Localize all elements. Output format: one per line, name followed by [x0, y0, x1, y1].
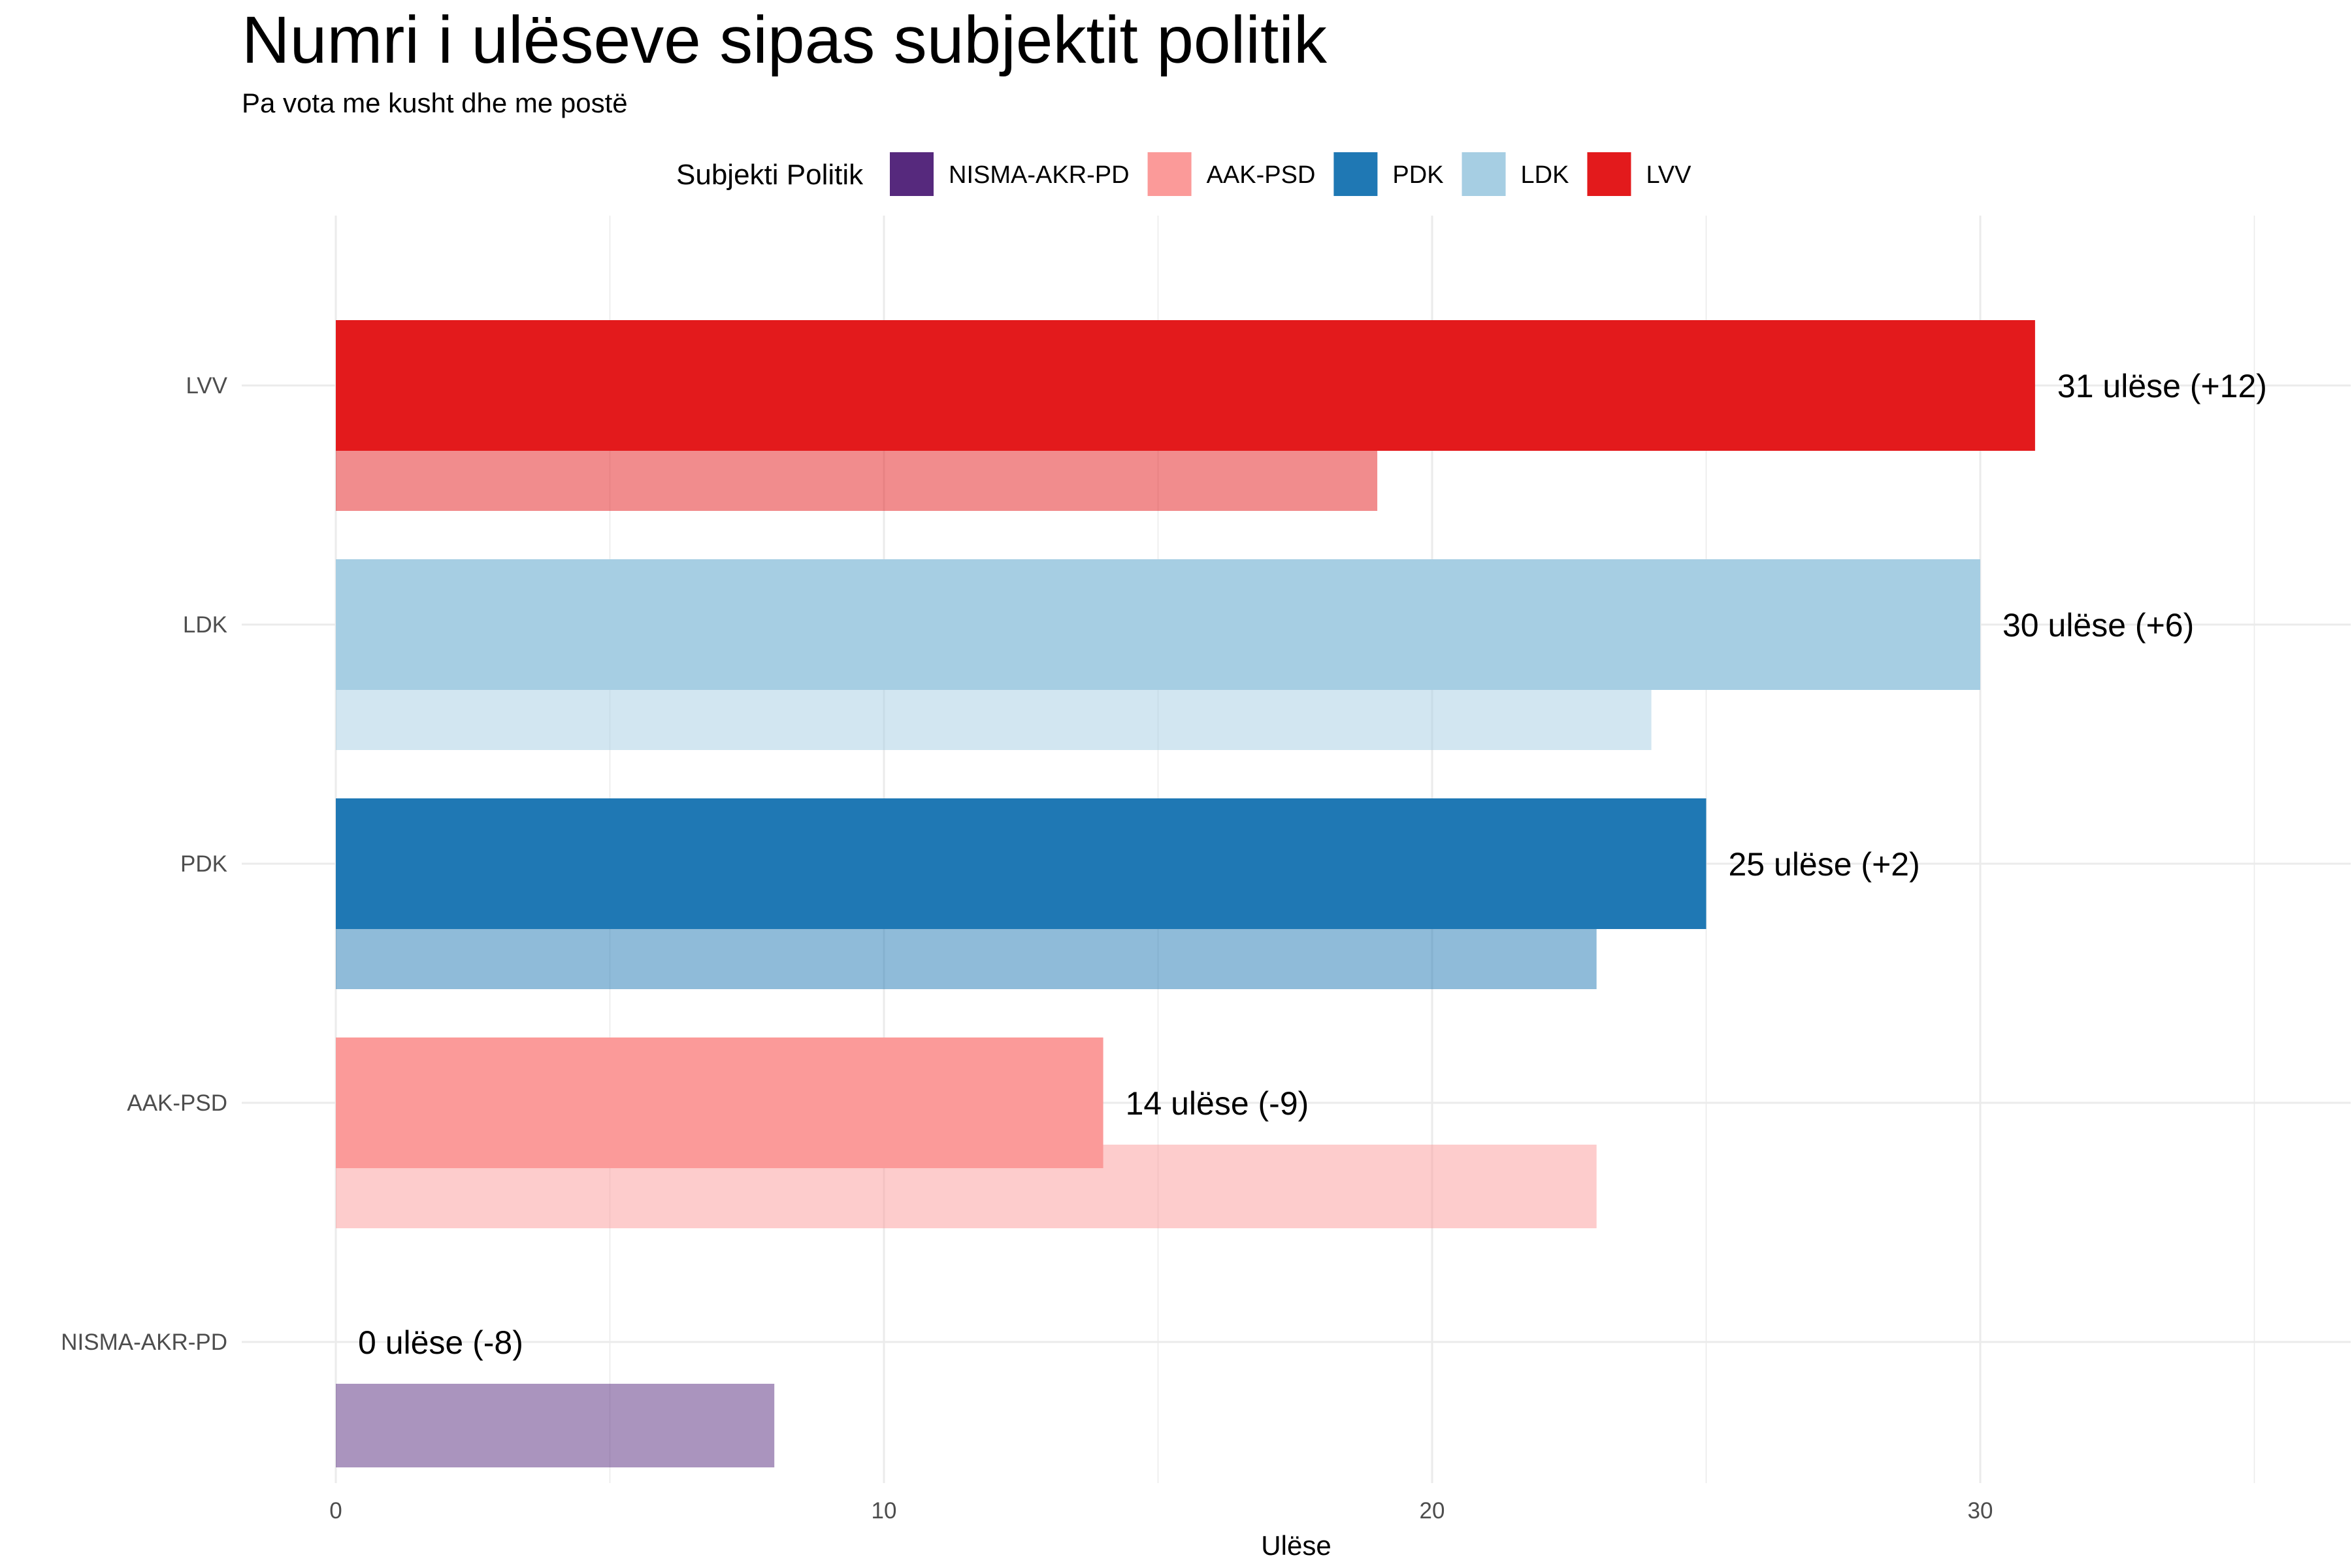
x-tick-label: 10	[872, 1498, 897, 1524]
y-tick-label: NISMA-AKR-PD	[61, 1330, 227, 1355]
y-tick-label: AAK-PSD	[127, 1090, 227, 1116]
chart-subtitle: Pa vota me kusht dhe me postë	[242, 88, 628, 118]
legend-label: PDK	[1392, 161, 1443, 189]
bar-previous	[336, 690, 1652, 750]
legend-label: LVV	[1646, 161, 1691, 189]
bar-current	[336, 320, 2035, 451]
bar-value-label: 14 ulëse (-9)	[1126, 1085, 1309, 1122]
bar-previous	[336, 451, 1378, 511]
bar-value-label: 0 ulëse (-8)	[358, 1324, 523, 1361]
legend-swatch	[1462, 152, 1506, 196]
y-tick-label: LVV	[186, 373, 227, 399]
bar-previous	[336, 1145, 1597, 1228]
x-tick-label: 20	[1420, 1498, 1445, 1524]
y-axis: LVV LDK PDK AAK-PSD NISMA-AKR-PD	[61, 373, 227, 1355]
legend-label: AAK-PSD	[1207, 161, 1316, 189]
legend-label: LDK	[1521, 161, 1569, 189]
legend-swatch	[1587, 152, 1631, 196]
legend-label: NISMA-AKR-PD	[949, 161, 1130, 189]
bar-value-label: 30 ulëse (+6)	[2002, 607, 2194, 644]
x-tick-label: 30	[1968, 1498, 1993, 1524]
bar-current	[336, 798, 1707, 929]
bar-previous	[336, 929, 1597, 989]
legend-title: Subjekti Politik	[676, 159, 864, 191]
bar-value-label: 31 ulëse (+12)	[2057, 368, 2267, 404]
bar-current	[336, 559, 1980, 690]
x-axis: 0 10 20 30	[329, 1498, 1993, 1524]
bar-previous	[336, 1384, 775, 1467]
bar-value-label: 25 ulëse (+2)	[1729, 846, 1920, 883]
x-axis-title: Ulëse	[1261, 1530, 1331, 1561]
legend-swatch	[890, 152, 934, 196]
y-tick-label: PDK	[180, 851, 227, 877]
legend-swatch	[1147, 152, 1192, 196]
chart-title: Numri i ulëseve sipas subjektit politik	[242, 3, 1328, 77]
legend: Subjekti Politik NISMA-AKR-PD AAK-PSD PDK L…	[676, 152, 1691, 196]
x-tick-label: 0	[329, 1498, 342, 1524]
bar-labels: 31 ulëse (+12) 30 ulëse (+6) 25 ulëse (+2)…	[358, 368, 2267, 1361]
y-tick-label: LDK	[183, 612, 227, 638]
bars	[336, 320, 2035, 1467]
legend-swatch	[1333, 152, 1378, 196]
